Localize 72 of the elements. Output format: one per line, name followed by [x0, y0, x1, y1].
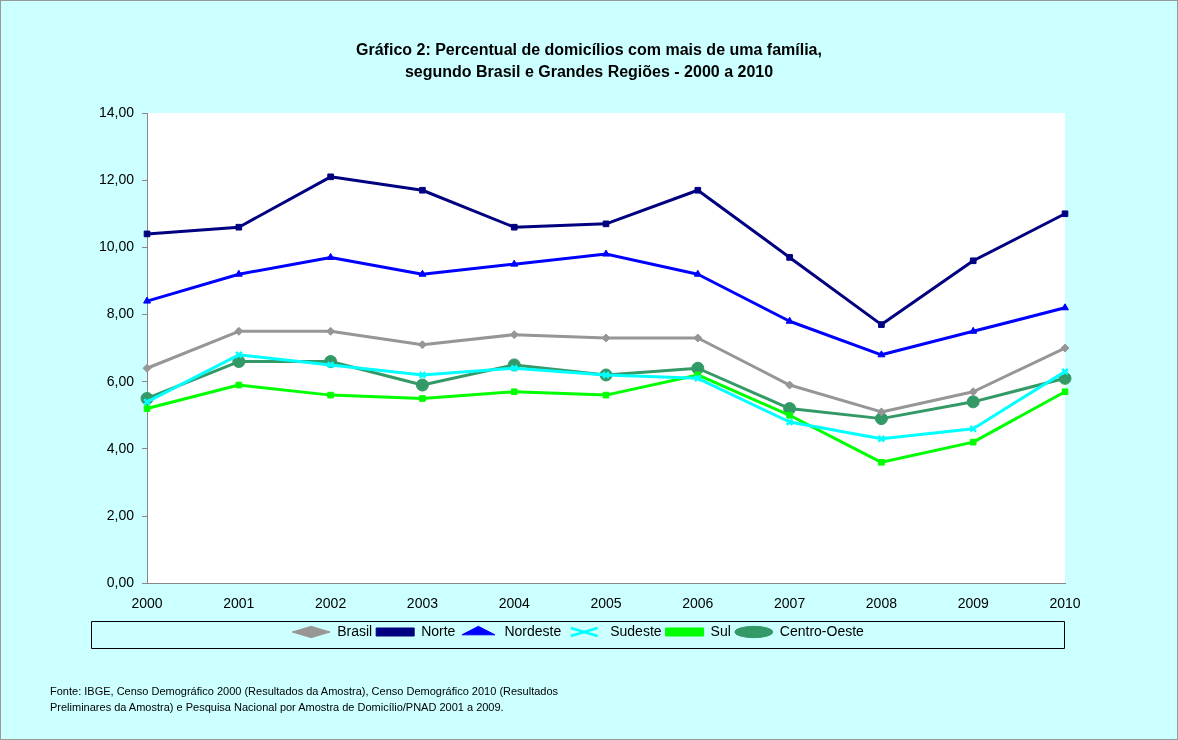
- point: [326, 252, 335, 260]
- point: [327, 391, 334, 399]
- x-tick-label: 2007: [774, 595, 806, 612]
- point: [969, 438, 977, 446]
- point: [786, 254, 793, 261]
- legend-label: Centro-Oeste: [779, 622, 865, 639]
- point: [143, 230, 151, 238]
- point: [602, 391, 610, 399]
- point: [786, 411, 793, 419]
- point: [694, 186, 702, 194]
- point: [326, 326, 336, 336]
- point: [510, 223, 518, 231]
- source-note: Fonte: IBGE, Censo Demográfico 2000 (Resultados da Amostra), Censo Demográfico 2010 (Resultados Preliminares da Amostra) e Pesquisa Nacional por Amostra de Domicílio/PNAD 2001 a 2009.: [50, 684, 559, 715]
- point: [602, 220, 610, 228]
- y-tick-label: 4,00: [106, 439, 135, 456]
- point: [966, 395, 980, 409]
- point: [602, 249, 610, 257]
- point: [510, 388, 518, 396]
- point: [693, 333, 703, 343]
- x-tick-label: 2000: [131, 595, 163, 612]
- x-tick-label: 2003: [406, 595, 439, 612]
- point: [419, 395, 426, 402]
- x-tick-label: 2006: [682, 595, 714, 612]
- legend-label: Nordeste: [504, 622, 562, 639]
- y-tick-label: 14,00: [98, 103, 135, 120]
- x-tick-label: 2010: [1049, 595, 1081, 612]
- y-tick-label: 8,00: [106, 305, 135, 322]
- point: [1061, 388, 1069, 396]
- point: [510, 259, 519, 267]
- point: [234, 269, 243, 277]
- point: [418, 269, 427, 277]
- point: [785, 417, 794, 427]
- point: [785, 380, 795, 390]
- y-tick-label: 0,00: [106, 574, 135, 591]
- y-tick-label: 12,00: [98, 171, 135, 188]
- point: [415, 378, 429, 392]
- point: [143, 405, 151, 412]
- point: [1060, 343, 1070, 353]
- point: [417, 340, 427, 350]
- point: [876, 407, 886, 417]
- x-tick-label: 2008: [865, 595, 898, 612]
- x-tick-label: 2009: [957, 595, 989, 612]
- point: [142, 363, 152, 373]
- point: [235, 381, 243, 389]
- x-tick-label: 2002: [315, 595, 347, 612]
- point: [418, 370, 427, 380]
- point: [143, 296, 151, 304]
- point: [235, 223, 243, 231]
- point: [419, 186, 426, 194]
- point: [327, 173, 334, 181]
- point: [968, 387, 978, 397]
- point: [878, 321, 885, 328]
- point: [1061, 210, 1069, 218]
- point: [509, 330, 519, 340]
- point: [969, 257, 977, 265]
- point: [877, 350, 886, 358]
- point: [785, 316, 794, 324]
- chart-title: Gráfico 2: Percentual de domicílios com mais de uma família, segundo Brasil e Grandes Regiões - 2000 a 2010: [355, 40, 823, 82]
- x-tick-label: 2005: [590, 595, 622, 612]
- x-tick-label: 2004: [498, 595, 530, 612]
- legend-label: Norte: [421, 622, 456, 639]
- y-tick-label: 10,00: [98, 238, 135, 255]
- legend-label: Brasil: [337, 622, 373, 639]
- point: [1061, 303, 1069, 311]
- y-tick-label: 6,00: [106, 372, 135, 389]
- x-tick-label: 2001: [223, 595, 255, 612]
- legend-label: Sudeste: [610, 622, 662, 639]
- point: [969, 326, 978, 334]
- legend-label: Sul: [710, 622, 731, 639]
- point: [878, 458, 885, 466]
- point: [693, 269, 702, 277]
- y-tick-label: 2,00: [106, 506, 135, 523]
